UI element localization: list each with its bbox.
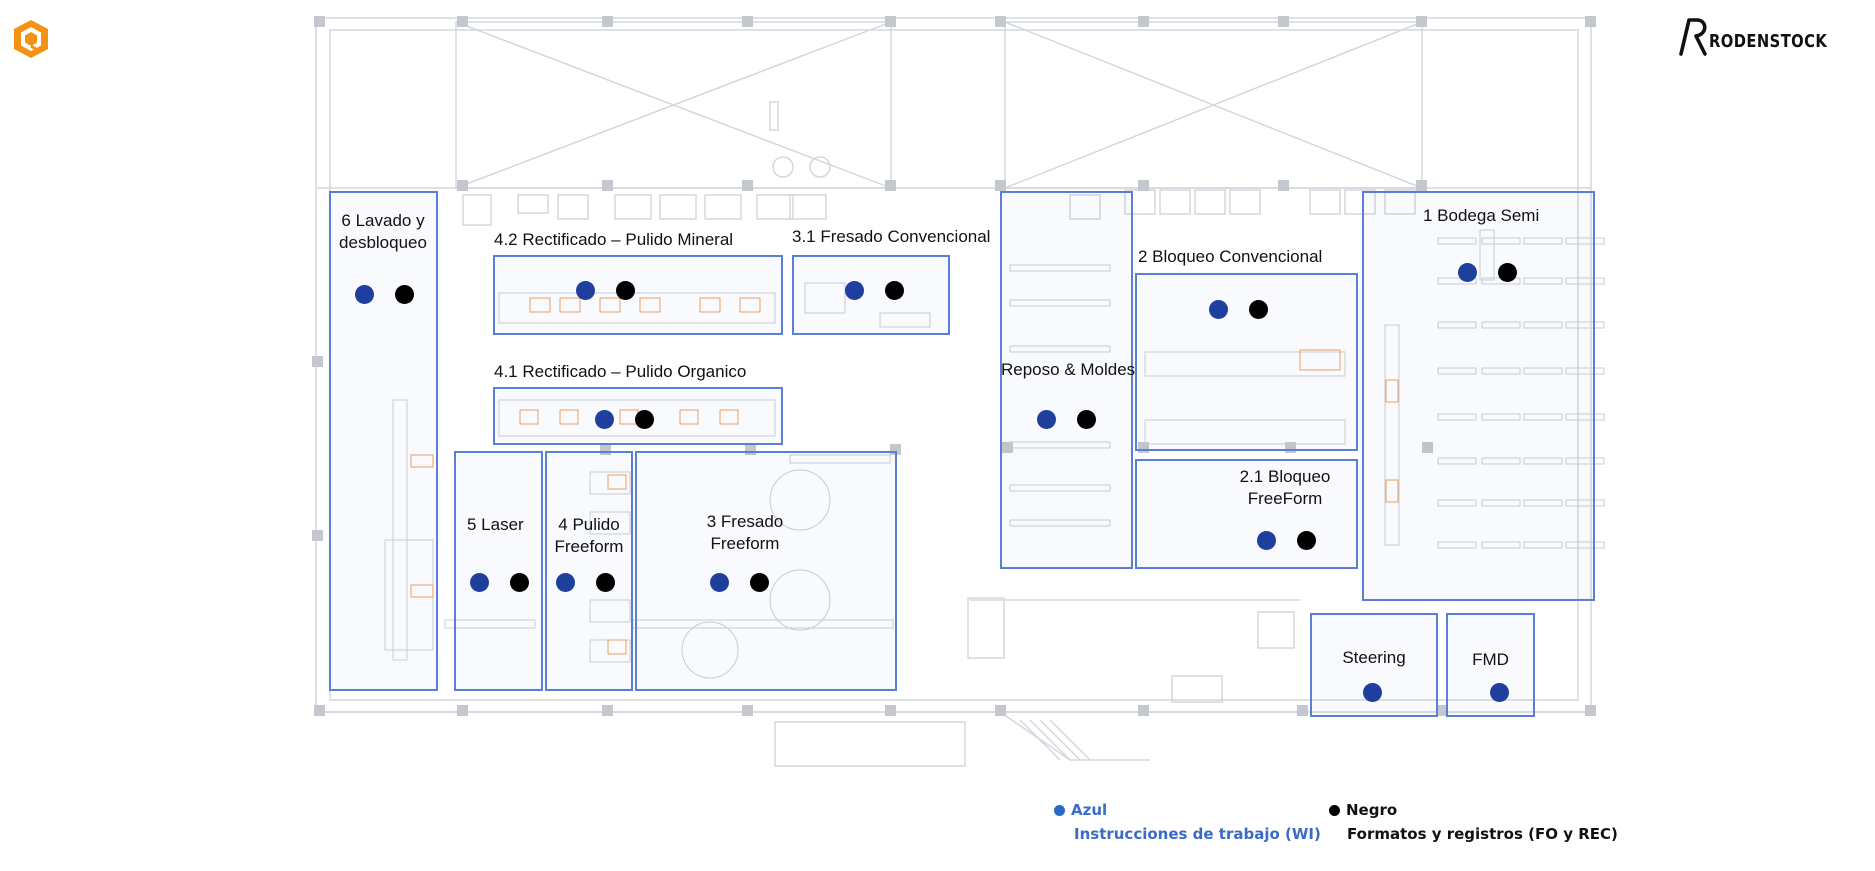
fo-marker-reposo[interactable] — [1077, 410, 1096, 429]
legend-blue: Azul Instrucciones de trabajo (WI) — [1054, 801, 1321, 843]
shelf-unit — [1437, 457, 1477, 465]
shelf-unit — [1437, 237, 1477, 245]
shelf-unit — [1437, 541, 1477, 549]
legend-blue-title: Azul — [1071, 801, 1108, 819]
wi-marker-3-1[interactable] — [845, 281, 864, 300]
fo-marker-6[interactable] — [395, 285, 414, 304]
blue-bullet-icon — [1054, 805, 1065, 816]
shelf-unit — [1481, 413, 1521, 421]
zone-label-3-1: 3.1 Fresado Convencional — [792, 227, 991, 246]
wi-marker-2[interactable] — [1209, 300, 1228, 319]
wi-marker-3[interactable] — [710, 573, 729, 592]
zone-label-4-2: 4.2 Rectificado – Pulido Mineral — [494, 230, 734, 249]
shelf-unit — [1481, 499, 1521, 507]
orange-machine-marks — [410, 297, 1399, 655]
wi-marker-4-1[interactable] — [595, 410, 614, 429]
zone-4-2-box — [493, 255, 783, 335]
shelf-unit — [1437, 413, 1477, 421]
shelf-unit — [1565, 237, 1605, 245]
rodenstock-r-mark-icon — [1679, 18, 1707, 56]
zone-label-reposo: Reposo & Moldes — [1001, 360, 1136, 379]
shelf-unit — [1523, 237, 1563, 245]
shelf-unit — [1437, 499, 1477, 507]
shelf-unit — [1565, 541, 1605, 549]
shelf-unit — [1481, 321, 1521, 329]
shelving-rows — [1437, 237, 1605, 549]
fo-marker-3[interactable] — [750, 573, 769, 592]
wi-marker-1[interactable] — [1458, 263, 1477, 282]
wi-marker-4[interactable] — [556, 573, 575, 592]
zone-label-2: 2 Bloqueo Convencional — [1138, 247, 1323, 266]
wi-marker-5[interactable] — [470, 573, 489, 592]
legend-blue-desc: Instrucciones de trabajo (WI) — [1074, 825, 1321, 843]
zone-label-fmd: FMD — [1472, 650, 1509, 669]
wi-marker-6[interactable] — [355, 285, 374, 304]
fo-marker-4-1[interactable] — [635, 410, 654, 429]
legend-black: Negro Formatos y registros (FO y REC) — [1329, 801, 1618, 843]
shelf-unit — [1565, 499, 1605, 507]
zone-label-steering: Steering — [1342, 648, 1406, 667]
shelf-unit — [1437, 367, 1477, 375]
shelf-unit — [1523, 499, 1563, 507]
wi-marker-reposo[interactable] — [1037, 410, 1056, 429]
brand-name: RODENSTOCK — [1708, 30, 1828, 52]
shelf-unit — [1481, 367, 1521, 375]
shelf-unit — [1523, 321, 1563, 329]
fo-marker-2-1[interactable] — [1297, 531, 1316, 550]
shelf-unit — [1565, 367, 1605, 375]
fo-marker-4[interactable] — [596, 573, 615, 592]
zone-label-6: 6 Lavado y desbloqueo — [339, 211, 427, 252]
shelf-unit — [1565, 321, 1605, 329]
shelf-unit — [1565, 413, 1605, 421]
fo-marker-5[interactable] — [510, 573, 529, 592]
zone-4-box — [545, 451, 633, 691]
building-outline — [315, 17, 1592, 767]
shelf-unit — [1437, 277, 1477, 285]
zone-5-box — [454, 451, 543, 691]
wi-marker-4-2[interactable] — [576, 281, 595, 300]
zone-label-4: 4 Pulido Freeform — [554, 515, 624, 556]
zone-rm-box — [1000, 191, 1133, 569]
shelf-unit — [1523, 413, 1563, 421]
fo-marker-4-2[interactable] — [616, 281, 635, 300]
shelf-unit — [1565, 277, 1605, 285]
zone-boxes — [329, 191, 1595, 717]
zone-label-4-1: 4.1 Rectificado – Pulido Organico — [494, 362, 747, 381]
shelf-unit — [1523, 277, 1563, 285]
shelf-unit — [1523, 367, 1563, 375]
zone-fmd-box — [1446, 613, 1535, 717]
shelf-unit — [1481, 457, 1521, 465]
shelf-unit — [1565, 457, 1605, 465]
zone-3-box — [635, 451, 897, 691]
rodenstock-logo: RODENSTOCK — [1677, 16, 1853, 56]
wi-marker-steering[interactable] — [1363, 683, 1382, 702]
shelf-unit — [1523, 541, 1563, 549]
hexagon-logo-icon — [14, 20, 48, 58]
wi-marker-2-1[interactable] — [1257, 531, 1276, 550]
zone-2-1-box — [1135, 459, 1358, 569]
structural-columns — [312, 16, 1596, 716]
zone-label-3: 3 Fresado Freeform — [706, 512, 784, 553]
zone-3-1-box — [792, 255, 950, 335]
fo-marker-2[interactable] — [1249, 300, 1268, 319]
legend-black-desc: Formatos y registros (FO y REC) — [1347, 825, 1618, 843]
fo-marker-1[interactable] — [1498, 263, 1517, 282]
zone-label-5: 5 Laser — [467, 515, 524, 534]
shelf-unit — [1481, 237, 1521, 245]
fo-marker-3-1[interactable] — [885, 281, 904, 300]
black-bullet-icon — [1329, 805, 1340, 816]
shelf-unit — [1437, 321, 1477, 329]
shelf-unit — [1481, 541, 1521, 549]
wi-marker-fmd[interactable] — [1490, 683, 1509, 702]
zone-label-2-1: 2.1 Bloqueo FreeForm — [1239, 467, 1331, 508]
zone-2-box — [1135, 273, 1358, 451]
legend-black-title: Negro — [1346, 801, 1398, 819]
zone-6-box — [329, 191, 438, 691]
shelf-unit — [1523, 457, 1563, 465]
zone-label-1: 1 Bodega Semi — [1423, 206, 1540, 225]
zone-1-box — [1362, 191, 1595, 601]
